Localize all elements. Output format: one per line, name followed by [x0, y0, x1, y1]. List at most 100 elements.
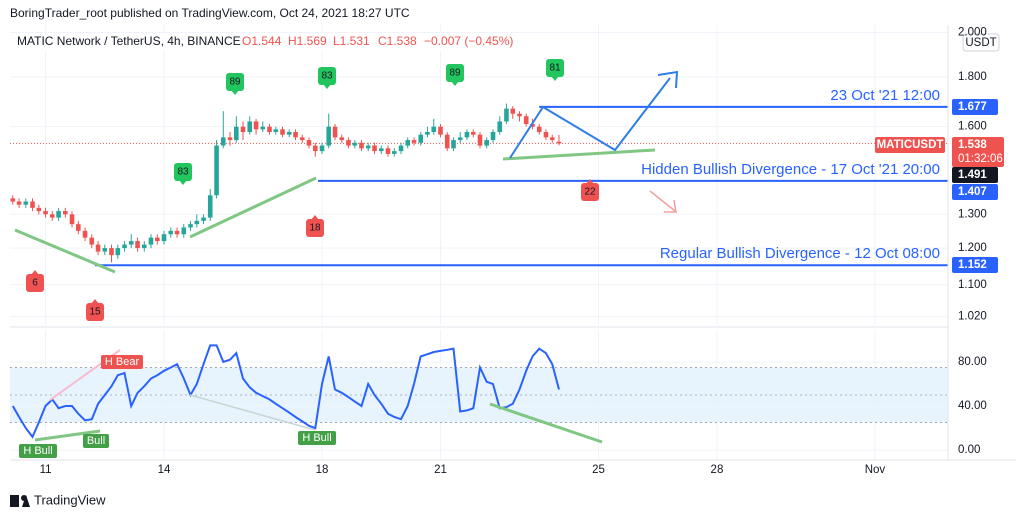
x-tick-label: 18 — [316, 464, 329, 476]
ohlc: H1.569 — [288, 34, 327, 48]
candle-body — [490, 131, 496, 141]
y-tick-label: 1.600 — [958, 121, 987, 133]
candle-body — [332, 126, 338, 138]
marker-pointer — [231, 90, 239, 95]
candle-body — [56, 211, 61, 218]
candle-body — [477, 134, 483, 146]
marker-pointer — [91, 299, 99, 304]
candle-body — [391, 151, 397, 154]
candle-body — [240, 126, 246, 132]
y-tick-label: 1.020 — [958, 311, 987, 323]
candle-body — [398, 145, 404, 152]
marker — [174, 163, 192, 181]
marker — [446, 64, 464, 82]
candle-body — [141, 244, 147, 249]
candle-body — [523, 116, 529, 125]
marker-pointer — [451, 81, 459, 86]
divergence-tag — [83, 434, 109, 448]
candle-body — [16, 201, 22, 205]
marker-label: 81 — [549, 63, 561, 74]
candle-body — [174, 230, 180, 235]
marker — [581, 183, 599, 201]
candle-body — [43, 211, 48, 215]
ohlc: O1.544 — [242, 34, 282, 48]
divergence-tag-label: Bull — [87, 435, 105, 447]
divergence-tag — [101, 355, 143, 369]
candle-body — [530, 124, 535, 127]
divergence-line — [189, 394, 316, 431]
marker-pointer — [31, 270, 39, 275]
y-tick-label: 1.300 — [958, 208, 987, 220]
candle-body — [280, 129, 285, 135]
candle-body — [109, 248, 114, 256]
candle-body — [188, 224, 193, 228]
candle-body — [372, 145, 377, 152]
overlay: 1.677 1.491 1.407 1.152 89 83 89 81 83 6 15 18 22 H B… — [19, 59, 998, 458]
candle-body — [339, 137, 345, 141]
divergence-tag-label: H Bull — [302, 432, 331, 444]
divergence-tag-label: H Bull — [23, 445, 52, 457]
candle-body — [102, 248, 108, 252]
candle-body — [319, 145, 325, 152]
price-tag-label: 1.152 — [958, 259, 987, 271]
price-tag-label: 1.677 — [958, 101, 987, 113]
candle-body — [405, 140, 411, 146]
candle-body — [23, 201, 29, 205]
x-tick-label: 25 — [592, 464, 605, 476]
candle-body — [306, 140, 312, 146]
footer: TradingView — [34, 492, 106, 507]
candle-body — [299, 137, 305, 141]
candle-body — [234, 126, 239, 141]
candle-body — [122, 244, 127, 249]
candle-body — [260, 126, 266, 130]
marker — [26, 274, 44, 292]
symbol: MATIC Network / TetherUS, 4h, BINANCE — [17, 34, 241, 48]
trend-line — [34, 429, 101, 442]
candle-body — [214, 145, 219, 196]
trend-line — [189, 176, 317, 239]
candle-body — [326, 126, 332, 146]
candle-body — [49, 214, 55, 218]
candle-body — [444, 134, 450, 149]
annotation: Hidden Bullish Divergence - 17 Oct '21 2… — [641, 161, 940, 178]
divergence-tag — [19, 444, 57, 458]
candle-body — [220, 137, 226, 146]
y-tick-label: 1.100 — [958, 279, 987, 291]
trend-lines — [14, 148, 656, 444]
candle-body — [365, 145, 371, 149]
footer-logo — [10, 495, 30, 507]
candle-body — [425, 131, 430, 135]
candle-body — [273, 129, 279, 132]
marker-pointer — [551, 76, 559, 81]
candle-body — [267, 126, 272, 132]
candle-body — [438, 126, 443, 135]
candle-body — [128, 241, 134, 245]
candle-body — [247, 121, 253, 132]
candle-body — [346, 140, 351, 146]
marker-label: 22 — [584, 187, 596, 198]
currency: USDT — [965, 37, 996, 49]
y-tick-label: 40.00 — [958, 400, 987, 412]
candle-body — [504, 108, 509, 122]
candle-body — [385, 148, 391, 154]
x-tick-label: 21 — [434, 464, 447, 476]
candle-body — [470, 131, 476, 135]
candle-body — [431, 126, 437, 132]
marker-label: 89 — [229, 77, 241, 88]
marker — [318, 67, 336, 85]
x-tick-label: 11 — [40, 464, 52, 476]
marker-pointer — [311, 215, 319, 220]
marker-label: 89 — [449, 68, 461, 79]
divergence-tag-label: H Bear — [105, 356, 140, 368]
candle-body — [89, 237, 95, 245]
candle-body — [359, 142, 364, 149]
y-tick-label: 80.00 — [958, 356, 987, 368]
candle-body — [30, 201, 35, 208]
candle-body — [253, 121, 259, 130]
candle-body — [497, 121, 503, 132]
oscillator-line — [11, 344, 560, 439]
trend-line — [14, 228, 116, 274]
candle-body — [201, 217, 206, 221]
y-tick-label: 0.00 — [958, 444, 980, 456]
